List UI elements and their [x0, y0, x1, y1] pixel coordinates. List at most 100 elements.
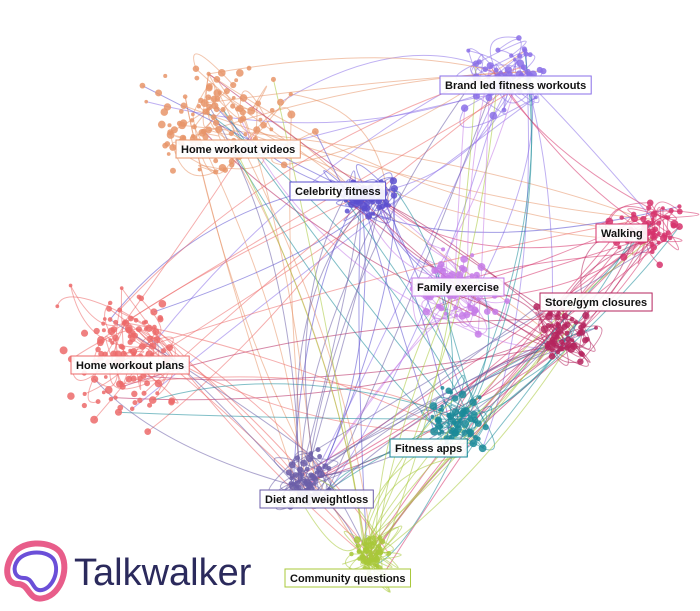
node — [371, 535, 377, 541]
node — [365, 212, 373, 220]
node — [649, 241, 655, 247]
edge — [358, 397, 456, 552]
node — [158, 300, 167, 308]
node — [133, 317, 139, 323]
node — [546, 340, 554, 348]
node — [213, 89, 222, 97]
node — [166, 344, 174, 352]
node — [501, 107, 507, 113]
edge — [306, 242, 618, 485]
node — [200, 99, 209, 108]
node — [294, 455, 301, 461]
node — [380, 203, 386, 209]
node — [182, 135, 186, 140]
edge — [310, 76, 477, 454]
node — [370, 199, 375, 205]
node — [162, 142, 169, 149]
node — [458, 410, 467, 418]
node — [59, 346, 68, 355]
node — [440, 404, 445, 409]
edge — [434, 73, 520, 272]
cluster-label-box — [411, 277, 505, 297]
edge — [363, 236, 655, 545]
edge — [441, 307, 463, 313]
node — [390, 184, 398, 193]
node — [504, 66, 513, 74]
node — [512, 57, 517, 62]
node — [129, 348, 138, 356]
node — [495, 47, 501, 53]
node — [446, 412, 452, 419]
node — [178, 121, 186, 130]
node — [228, 130, 235, 137]
edge — [438, 409, 477, 429]
node — [218, 164, 227, 172]
edge — [382, 246, 620, 576]
node — [540, 68, 547, 75]
edge — [376, 63, 477, 566]
node — [364, 546, 370, 551]
node — [466, 48, 471, 53]
node — [458, 390, 467, 399]
node — [668, 208, 674, 214]
cluster-label-box — [439, 75, 592, 95]
cluster-label-box — [539, 292, 653, 312]
node — [194, 75, 200, 81]
node — [90, 415, 99, 424]
node — [95, 346, 101, 353]
edge — [300, 180, 394, 498]
node — [467, 428, 475, 437]
edge — [303, 201, 362, 464]
node — [656, 261, 663, 269]
node — [229, 162, 235, 168]
node — [656, 220, 662, 226]
node — [556, 326, 564, 335]
node — [129, 406, 135, 412]
cluster-label: Home workout plans — [76, 360, 184, 372]
node — [300, 472, 305, 477]
node — [454, 425, 462, 433]
node — [469, 273, 475, 279]
edge — [464, 48, 532, 425]
node — [454, 313, 458, 318]
cluster-label: Brand led fitness workouts — [445, 80, 586, 92]
cluster-label: Walking — [601, 228, 643, 240]
node — [470, 411, 478, 419]
edge — [233, 147, 366, 569]
node — [533, 95, 538, 100]
node — [190, 134, 196, 139]
cluster-label: Diet and weightloss — [265, 494, 368, 506]
node — [253, 126, 261, 134]
cluster-label: Store/gym closures — [545, 297, 647, 309]
node — [127, 339, 133, 345]
node — [469, 439, 478, 448]
node — [192, 65, 200, 73]
node — [155, 89, 163, 97]
edge — [202, 132, 220, 137]
node — [247, 106, 256, 115]
node — [163, 73, 168, 78]
node — [651, 234, 656, 239]
cluster-label-box — [389, 438, 468, 458]
node — [353, 200, 361, 208]
node — [362, 205, 368, 212]
node — [548, 352, 556, 360]
node — [429, 402, 438, 410]
node — [660, 206, 665, 211]
node — [269, 127, 274, 132]
node — [524, 68, 531, 75]
node — [157, 120, 166, 129]
node — [141, 390, 147, 396]
node — [289, 482, 297, 490]
node — [472, 92, 480, 100]
node — [353, 536, 361, 544]
logo-icon-inner — [12, 550, 59, 593]
node — [112, 334, 119, 342]
node — [153, 336, 161, 344]
node — [521, 46, 527, 52]
node — [545, 322, 552, 329]
node — [460, 255, 468, 263]
node — [210, 95, 218, 102]
